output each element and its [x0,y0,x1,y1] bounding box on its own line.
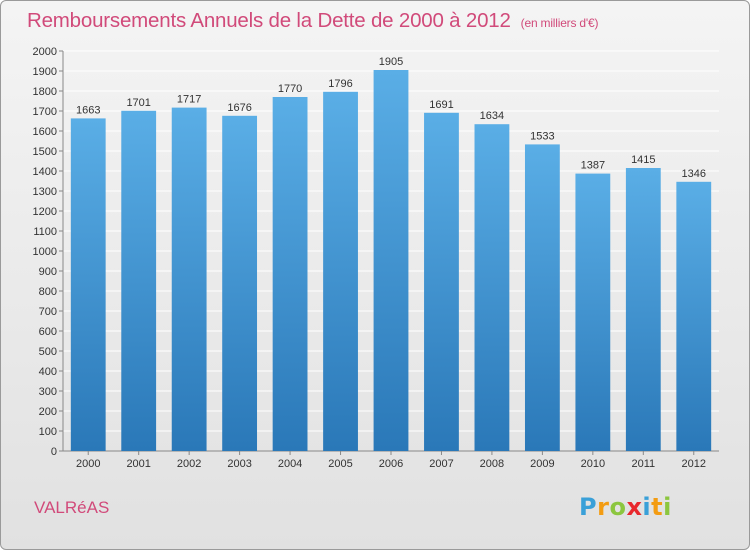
chart-title-text: Remboursements Annuels de la Dette de 20… [27,9,511,32]
data-label: 1717 [177,94,201,106]
bar [171,107,207,451]
x-tick-label: 2001 [126,458,150,470]
y-tick-label: 2000 [33,46,57,58]
bar [575,173,611,451]
bar [524,144,560,451]
y-tick-label: 400 [39,366,57,378]
x-tick-label: 2000 [76,458,100,470]
y-tick-label: 600 [39,326,57,338]
y-tick-label: 1900 [33,66,57,78]
x-tick-label: 2011 [631,458,655,470]
proxiti-logo: Proxiti [579,493,672,521]
y-tick-label: 1700 [33,106,57,118]
bar [272,97,308,451]
x-tick-label: 2005 [328,458,352,470]
data-label: 1415 [631,154,655,166]
data-label: 1701 [126,97,150,109]
x-tick-label: 2004 [278,458,302,470]
x-tick-label: 2010 [581,458,605,470]
logo-letter: i [642,493,652,521]
y-tick-label: 1600 [33,126,57,138]
data-label: 1533 [530,130,554,142]
logo-letter: r [597,493,610,521]
x-tick-label: 2006 [379,458,403,470]
y-tick-label: 0 [51,446,57,458]
bar [121,110,157,452]
y-tick-label: 1500 [33,146,57,158]
bar [625,168,661,451]
y-tick-label: 300 [39,386,57,398]
y-tick-label: 1400 [33,166,57,178]
x-tick-label: 2009 [530,458,554,470]
place-name: VALRéAS [34,498,110,517]
data-label: 1387 [581,160,605,172]
x-tick-label: 2008 [480,458,504,470]
x-tick-label: 2002 [177,458,201,470]
y-tick-label: 200 [39,406,57,418]
logo-letter: P [579,493,598,521]
logo-letter: i [663,493,672,521]
y-tick-label: 1200 [33,206,57,218]
bar [474,124,510,451]
chart-title: Remboursements Annuels de la Dette de 20… [27,9,598,33]
data-label: 1663 [76,104,100,116]
x-tick-label: 2003 [227,458,251,470]
y-tick-label: 500 [39,346,57,358]
y-tick-label: 1300 [33,186,57,198]
data-label: 1796 [328,78,352,90]
data-label: 1634 [480,110,504,122]
y-tick-label: 1000 [33,246,57,258]
y-tick-label: 800 [39,286,57,298]
y-tick-label: 1100 [33,226,57,238]
x-tick-label: 2007 [429,458,453,470]
logo-letter: t [651,493,664,521]
x-tick-label: 2012 [682,458,706,470]
chart-subtitle: (en milliers d'€) [520,16,599,30]
data-label: 1346 [682,168,706,180]
bar [424,112,459,452]
logo-letter: o [609,493,627,521]
bar [676,181,712,452]
bar [70,118,106,452]
bar [373,70,409,451]
y-tick-label: 100 [39,426,57,438]
y-tick-label: 1800 [33,86,57,98]
data-label: 1905 [379,56,403,68]
data-label: 1676 [227,102,251,114]
bar [323,91,358,452]
data-label: 1770 [278,83,302,95]
logo-letter: x [626,493,643,521]
y-tick-label: 700 [39,306,57,318]
y-tick-label: 900 [39,266,57,278]
data-label: 1691 [429,99,453,111]
bar [222,115,258,452]
